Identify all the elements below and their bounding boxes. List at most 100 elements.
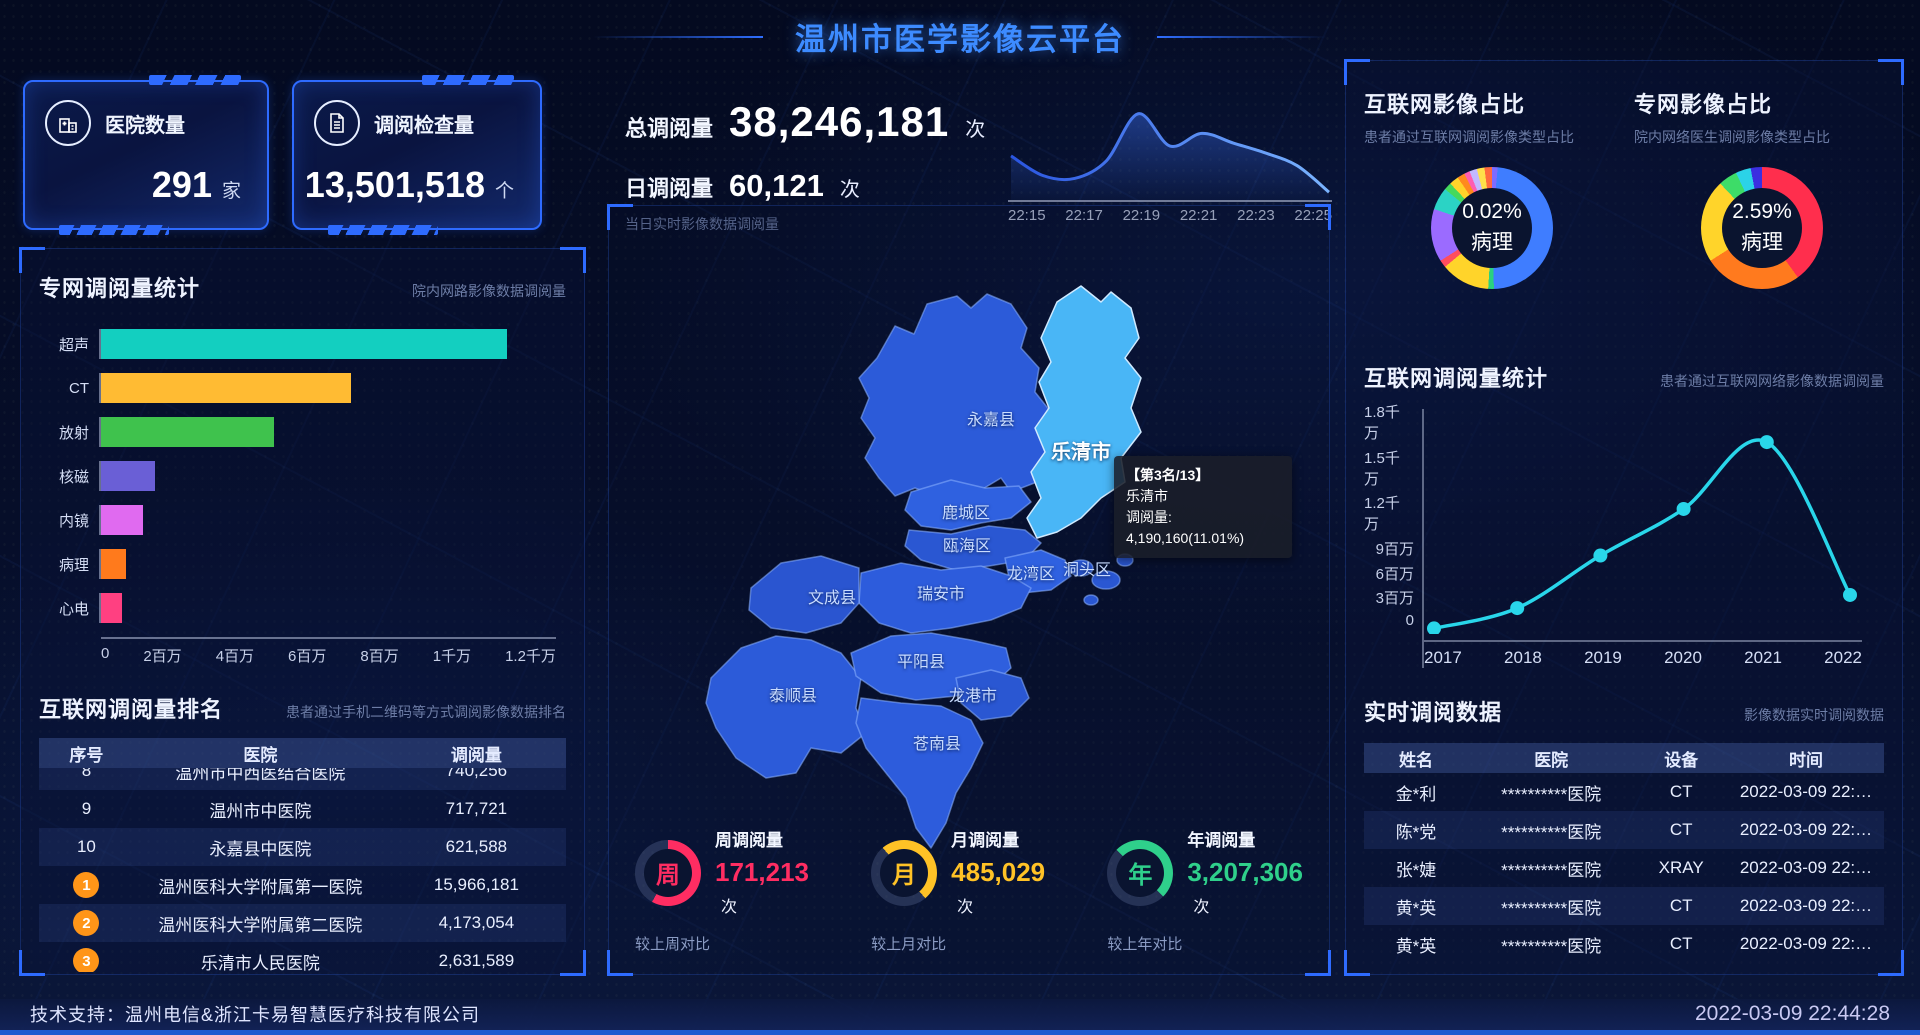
map-region-longgang[interactable] (955, 669, 1030, 721)
daily-retrieval-unit: 次 (839, 179, 860, 201)
realtime-trend-x-axis: 22:15 22:17 22:19 22:21 22:23 22:25 (1008, 207, 1332, 224)
table-row: 张*婕 **********医院 XRAY 2022-03-09 22:… (1364, 849, 1884, 887)
y-tick: 6百万 (1375, 565, 1414, 583)
map-region-ruian[interactable] (858, 562, 1032, 634)
gauge-label: 月调阅量 (951, 831, 1020, 850)
period-gauges: 周 周调阅量 171,213 次 较上周对比 月 月调阅量 485,029 次 较上… (635, 826, 1303, 954)
map-label-dongtou: 洞头区 (1062, 562, 1112, 579)
bar-category: 核磁 (58, 468, 89, 486)
column-header: 序号 (39, 738, 134, 768)
realtime-trend-chart: 22:15 22:17 22:19 22:21 22:23 22:25 (1008, 90, 1332, 224)
gauge-char: 年 (1128, 862, 1153, 889)
realtime-subtitle: 影像数据实时调阅数据 (1744, 707, 1884, 723)
bar-category: 心电 (58, 600, 89, 618)
x-tick: 6百万 (288, 648, 327, 665)
patient-name: 黄*英 (1395, 936, 1437, 956)
hospital-icon (45, 100, 91, 146)
table-row: 10 永嘉县中医院 621,588 (39, 828, 566, 866)
gauge-char: 月 (892, 862, 917, 889)
bar-category: 超声 (58, 336, 89, 354)
map-label-ruian: 瑞安市 (916, 586, 966, 603)
table-row: 3 乐清市人民医院 2,631,589 (39, 942, 566, 972)
wenzhou-map (705, 285, 1142, 849)
map-region-yongjia[interactable] (858, 293, 1058, 499)
map-label-leqing: 乐清市 (1051, 441, 1111, 464)
column-header: 设备 (1634, 743, 1728, 773)
x-tick: 1千万 (432, 648, 472, 665)
map-region-wencheng[interactable] (748, 555, 860, 634)
patient-name: 张*婕 (1395, 860, 1437, 880)
internet-share-section: 互联网影像占比 患者通过互联网调阅影像类型占比 0.02% 病理 (1364, 87, 1620, 289)
bar-category: CT (69, 379, 89, 397)
stat-value: 291 (151, 164, 212, 205)
title-line-right (1157, 35, 1328, 38)
retrieval-time: 2022-03-09 22:… (1727, 811, 1884, 849)
header: 温州市医学影像云平台 (0, 14, 1920, 59)
x-tick: 2022 (1824, 648, 1862, 667)
line-chart-x-axis: 2017 2018 2019 2020 2021 2022 (1424, 640, 1862, 668)
internet-stats-section: 互联网调阅量统计 患者通过互联网网络影像数据调阅量 1.8千万 1.5千万 1.… (1364, 361, 1884, 668)
x-tick: 2017 (1424, 648, 1462, 667)
rank-badge: 1 (73, 872, 100, 898)
map-panel: 永嘉县 乐清市 鹿城区 瓯海区 龙湾区 洞头区 文成县 瑞安市 平阳县 泰顺县 … (607, 204, 1331, 976)
stat-unit: 家 (221, 181, 241, 202)
gauge-compare: 较上年对比 (1107, 936, 1183, 953)
retrieval-count: 2,631,589 (438, 951, 515, 970)
tooltip-value: 调阅量: 4,190,160(11.01%) (1126, 509, 1245, 546)
daily-retrieval-note: 当日实时影像数据调阅量 (625, 216, 779, 232)
overview-totals: 总调阅量 38,246,181 次 日调阅量 60,121 次 当日实时影像数据… (625, 98, 1015, 234)
y-tick: 1.5千万 (1364, 449, 1400, 488)
private-bar-x-axis: 0 2百万 4百万 6百万 8百万 1千万 1.2千万 (101, 637, 556, 666)
retrieval-time: 2022-03-09 22:… (1739, 934, 1873, 953)
realtime-section: 实时调阅数据 影像数据实时调阅数据 姓名 医院 设备 时间 金*利 *******… (1364, 695, 1884, 963)
x-tick: 22:21 (1179, 207, 1218, 224)
x-tick: 22:23 (1237, 207, 1275, 224)
bar (101, 593, 123, 623)
column-header: 医院 (1468, 743, 1635, 773)
hospital-name: 永嘉县中医院 (133, 828, 387, 866)
map-region-lucheng[interactable] (904, 479, 1032, 531)
internet-stats-subtitle: 患者通过互联网网络影像数据调阅量 (1660, 373, 1884, 389)
gauge-compare: 较上月对比 (871, 936, 947, 953)
retrieval-time: 2022-03-09 22:… (1739, 782, 1873, 801)
hospital-name: **********医院 (1501, 936, 1602, 956)
stat-label: 调阅检查量 (374, 114, 474, 137)
device-type: CT (1634, 887, 1728, 925)
patient-name: 金*利 (1395, 784, 1437, 804)
private-share-subtitle: 院内网络医生调阅影像类型占比 (1634, 129, 1830, 145)
hospital-name: 乐清市人民医院 (200, 953, 320, 973)
tooltip-rank: 【第3名/13】 (1126, 467, 1210, 483)
gauge-label: 周调阅量 (715, 831, 783, 850)
bar (101, 373, 352, 403)
map-label-longgang: 龙港市 (948, 688, 998, 705)
device-type: XRAY (1658, 858, 1704, 877)
map-region-taishun[interactable] (705, 635, 867, 779)
map-label-wencheng: 文成县 (807, 590, 857, 607)
gauge-unit: 次 (957, 899, 974, 916)
retrieval-exam-card: 调阅检查量 13,501,518 个 (292, 75, 542, 235)
x-tick: 4百万 (215, 648, 255, 665)
footer: 技术支持：温州电信&浙江卡易智慧医疗科技有限公司 2022-03-09 22:4… (0, 999, 1920, 1035)
rank-number: 9 (81, 799, 92, 818)
total-retrieval-value: 38,246,181 (729, 98, 950, 145)
map-label-yongjia: 永嘉县 (966, 412, 1016, 429)
x-tick: 2百万 (143, 648, 182, 665)
ranking-table: 8 温州市中西医结合医院 740,256 9 温州市中医院 717,721 10 永嘉县中… (39, 768, 566, 972)
table-row: 黄*英 **********医院 CT 2022-03-09 22:… (1364, 925, 1884, 963)
ranking-table-scroll[interactable]: 8 温州市中西医结合医院 740,256 9 温州市中医院 717,721 10 永嘉县中… (39, 768, 566, 972)
map-region-cangnan[interactable] (855, 697, 984, 849)
map-region-dongtou[interactable] (1068, 553, 1134, 606)
table-row: 黄*英 **********医院 CT 2022-03-09 22:… (1364, 887, 1884, 925)
patient-name: 黄*英 (1364, 887, 1468, 925)
hospital-name: 温州医科大学附属第一医院 (158, 877, 363, 897)
table-row: 8 温州市中西医结合医院 740,256 (39, 768, 566, 790)
donut-center-label: 病理 (1741, 231, 1783, 254)
column-header: 调阅量 (386, 738, 566, 768)
retrieval-time: 2022-03-09 22:… (1727, 887, 1884, 925)
clock: 2022-03-09 22:44:28 (1695, 1001, 1890, 1025)
map-label-pingyang: 平阳县 (896, 654, 946, 671)
retrieval-count: 15,966,181 (433, 875, 519, 894)
map-region-leqing[interactable] (1026, 285, 1142, 539)
internet-line-chart: 1.8千万 1.5千万 1.2千万 9百万 6百万 3百万 0 2017 201… (1364, 404, 1884, 668)
hospital-name: **********医院 (1468, 887, 1635, 925)
